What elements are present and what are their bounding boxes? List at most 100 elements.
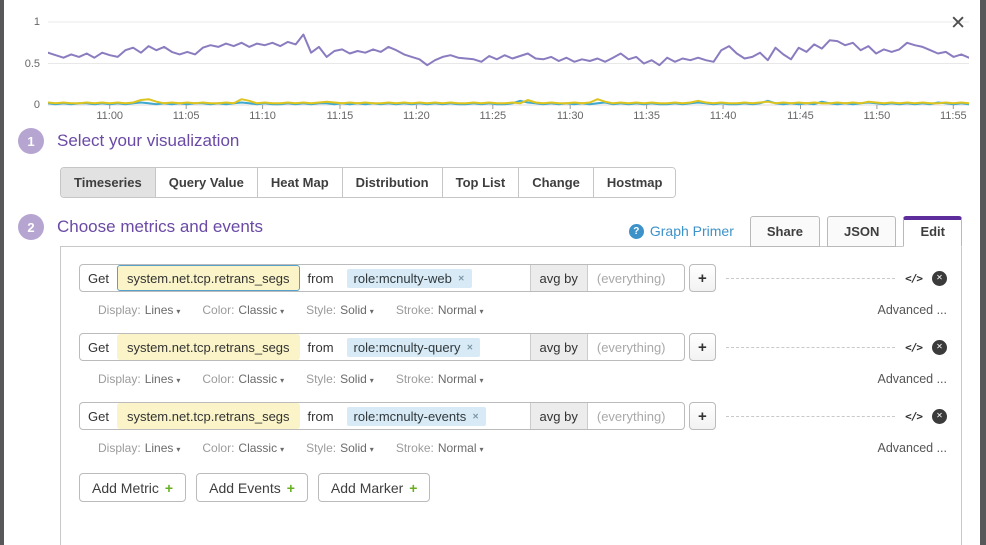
add-events-label: Add Events: [209, 479, 281, 496]
advanced-link[interactable]: Advanced ...: [877, 372, 948, 386]
add-marker-button[interactable]: Add Marker +: [317, 473, 431, 502]
caret-down-icon: ▾: [280, 376, 285, 385]
tag-remove-icon[interactable]: ✕: [457, 273, 465, 283]
add-events-button[interactable]: Add Events +: [196, 473, 308, 502]
visualization-tabs: Timeseries Query Value Heat Map Distribu…: [60, 167, 677, 198]
display-dropdown[interactable]: Display: Lines ▾: [98, 370, 180, 388]
style-dropdown[interactable]: Style: Solid ▾: [306, 301, 374, 319]
color-dropdown[interactable]: Color: Classic ▾: [202, 439, 284, 457]
display-dropdown[interactable]: Display: Lines ▾: [98, 301, 180, 319]
tag-remove-icon[interactable]: ✕: [466, 342, 474, 352]
advanced-link[interactable]: Advanced ...: [877, 303, 948, 317]
caret-down-icon: ▾: [369, 445, 374, 454]
style-dropdown[interactable]: Style: Solid ▾: [306, 370, 374, 388]
stroke-value: Normal: [437, 303, 477, 317]
y-tick-label: 0.5: [24, 57, 40, 70]
style-value: Solid: [340, 303, 367, 317]
group-by-input[interactable]: (everything): [596, 408, 666, 424]
x-tick-label: 11:40: [709, 110, 737, 122]
scope-tag-label: role:mcnulty-events: [353, 408, 467, 424]
color-dropdown[interactable]: Color: Classic ▾: [202, 301, 284, 319]
query-editor: Get system.net.tcp.retrans_segs from rol…: [79, 333, 685, 361]
scope-input[interactable]: role:mcnulty-query ✕: [342, 334, 530, 360]
add-query-part-button[interactable]: +: [688, 402, 716, 430]
color-label: Color:: [202, 441, 235, 455]
metric-input[interactable]: system.net.tcp.retrans_segs: [116, 403, 300, 429]
caret-down-icon: ▾: [369, 376, 374, 385]
tab-edit[interactable]: Edit: [903, 216, 962, 247]
stroke-dropdown[interactable]: Stroke: Normal ▾: [396, 370, 484, 388]
display-label: Display:: [98, 441, 141, 455]
add-marker-label: Add Marker: [330, 479, 404, 496]
metric-input[interactable]: system.net.tcp.retrans_segs: [116, 334, 300, 360]
aggregator-dropdown[interactable]: avg by: [529, 265, 588, 291]
get-label: Get: [88, 339, 109, 355]
viz-tab-distribution[interactable]: Distribution: [342, 168, 443, 197]
help-icon: ?: [628, 223, 644, 239]
metric-input[interactable]: system.net.tcp.retrans_segs: [116, 265, 300, 291]
tag-remove-icon[interactable]: ✕: [472, 411, 479, 421]
color-value: Classic: [238, 441, 278, 455]
viz-tab-change[interactable]: Change: [519, 168, 594, 197]
viz-tab-query-value[interactable]: Query Value: [155, 168, 258, 197]
query-row-2: Get system.net.tcp.retrans_segs from rol…: [79, 333, 947, 388]
aggregator-dropdown[interactable]: avg by: [529, 334, 588, 360]
style-label: Style:: [306, 303, 337, 317]
group-by-input[interactable]: (everything): [596, 270, 666, 286]
graph-editor-modal: 1 0.5 0 11:00 11:05 11:10 11:15 11:20 11:25 11:3…: [4, 0, 980, 545]
x-tick-label: 11:00: [96, 110, 124, 122]
display-value: Lines: [144, 441, 174, 455]
add-query-part-button[interactable]: +: [688, 333, 716, 361]
step2-title: Choose metrics and events: [57, 217, 263, 236]
graph-primer-link[interactable]: ? Graph Primer: [628, 223, 734, 239]
caret-down-icon: ▾: [176, 445, 181, 454]
display-dropdown[interactable]: Display: Lines ▾: [98, 439, 180, 457]
caret-down-icon: ▾: [479, 307, 484, 316]
style-dropdown[interactable]: Style: Solid ▾: [306, 439, 374, 457]
caret-down-icon: ▾: [280, 445, 285, 454]
preview-chart-svg: [48, 21, 969, 109]
query-editor: Get system.net.tcp.retrans_segs from rol…: [79, 264, 685, 292]
display-value: Lines: [144, 372, 174, 386]
x-tick-label: 11:20: [403, 110, 430, 122]
chart-x-axis: 11:00 11:05 11:10 11:15 11:20 11:25 11:30 11:35…: [4, 110, 980, 126]
remove-x-glyph: ✕: [936, 273, 943, 282]
query-row-1: Get system.net.tcp.retrans_segs from rol…: [79, 264, 947, 319]
viz-tab-hostmap[interactable]: Hostmap: [593, 168, 676, 197]
color-dropdown[interactable]: Color: Classic ▾: [202, 370, 284, 388]
viz-tab-timeseries[interactable]: Timeseries: [61, 168, 156, 197]
from-label: from: [307, 270, 334, 286]
chart-preview: 1 0.5 0 11:00 11:05 11:10 11:15 11:20 11:25 11:3…: [4, 6, 980, 128]
remove-query-icon[interactable]: ✕: [932, 408, 947, 424]
editor-mode-tabs: Share JSON Edit: [749, 216, 962, 247]
color-label: Color:: [202, 372, 235, 386]
query-row-3: Get system.net.tcp.retrans_segs from rol…: [79, 402, 947, 457]
stroke-label: Stroke:: [395, 441, 434, 455]
code-editor-icon[interactable]: </>: [905, 340, 923, 354]
aggregator-dropdown[interactable]: avg by: [529, 403, 588, 429]
viz-tab-top-list[interactable]: Top List: [442, 168, 520, 197]
remove-query-icon[interactable]: ✕: [932, 270, 947, 286]
stroke-dropdown[interactable]: Stroke: Normal ▾: [396, 301, 484, 319]
x-tick-label: 11:45: [787, 110, 814, 122]
caret-down-icon: ▾: [176, 307, 181, 316]
scope-input[interactable]: role:mcnulty-events ✕: [342, 403, 530, 429]
add-metric-button[interactable]: Add Metric +: [79, 473, 187, 502]
tab-share[interactable]: Share: [749, 216, 821, 247]
stroke-dropdown[interactable]: Stroke: Normal ▾: [396, 439, 484, 457]
add-query-part-button[interactable]: +: [688, 264, 716, 292]
tab-json[interactable]: JSON: [827, 216, 897, 247]
group-by-input[interactable]: (everything): [596, 339, 666, 355]
x-tick-label: 11:30: [556, 110, 584, 122]
code-editor-icon[interactable]: </>: [905, 409, 923, 423]
x-tick-label: 11:05: [172, 110, 200, 122]
remove-query-icon[interactable]: ✕: [932, 339, 947, 355]
scope-input[interactable]: role:mcnulty-web ✕: [342, 265, 530, 291]
style-value: Solid: [340, 372, 367, 386]
close-icon[interactable]: ✕: [950, 13, 966, 34]
scope-tag: role:mcnulty-events ✕: [346, 406, 486, 426]
x-tick-label: 11:10: [249, 110, 276, 122]
viz-tab-heat-map[interactable]: Heat Map: [257, 168, 343, 197]
advanced-link[interactable]: Advanced ...: [877, 441, 948, 455]
code-editor-icon[interactable]: </>: [905, 271, 923, 285]
